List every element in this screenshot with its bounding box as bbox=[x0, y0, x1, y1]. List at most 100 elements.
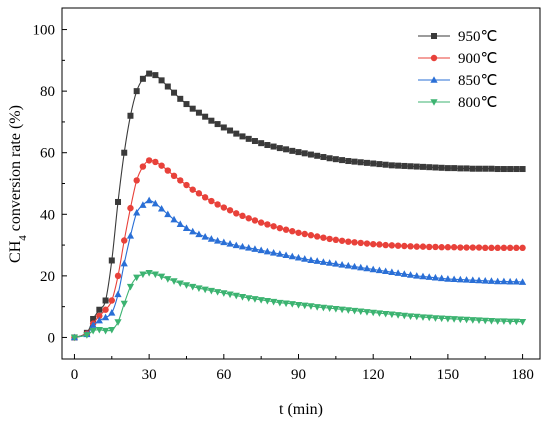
data-point bbox=[319, 304, 328, 312]
data-point bbox=[270, 223, 277, 230]
data-point bbox=[469, 317, 477, 324]
data-point bbox=[475, 276, 483, 284]
data-point bbox=[444, 275, 452, 282]
x-tick-label: 90 bbox=[291, 367, 306, 383]
x-tick-label: 30 bbox=[142, 367, 157, 383]
data-point bbox=[444, 315, 452, 323]
data-point bbox=[401, 242, 408, 250]
data-point bbox=[170, 172, 178, 180]
data-point bbox=[425, 314, 433, 322]
data-point bbox=[469, 244, 476, 251]
data-point bbox=[395, 162, 402, 169]
data-point bbox=[332, 260, 340, 267]
data-point bbox=[294, 253, 303, 261]
data-point bbox=[419, 163, 426, 170]
data-point bbox=[500, 318, 508, 325]
data-point bbox=[307, 303, 315, 310]
data-point bbox=[139, 201, 147, 208]
data-point bbox=[90, 315, 97, 322]
data-point bbox=[201, 194, 209, 201]
data-point bbox=[263, 247, 271, 255]
data-point bbox=[388, 311, 396, 319]
data-point bbox=[313, 233, 321, 240]
data-point bbox=[289, 228, 296, 235]
data-point bbox=[214, 201, 221, 208]
data-point bbox=[126, 283, 135, 291]
data-point bbox=[369, 309, 377, 317]
y-tick-label: 0 bbox=[48, 330, 56, 346]
data-point bbox=[500, 166, 507, 173]
legend-marker bbox=[430, 76, 438, 83]
data-point bbox=[288, 301, 296, 308]
data-point bbox=[450, 275, 458, 283]
data-point bbox=[189, 227, 197, 235]
y-tick-label: 40 bbox=[40, 207, 55, 223]
data-point bbox=[288, 252, 296, 260]
legend-marker bbox=[430, 54, 438, 62]
data-point bbox=[382, 161, 389, 168]
data-point bbox=[208, 117, 215, 124]
data-point bbox=[345, 158, 352, 165]
data-point bbox=[195, 230, 203, 238]
x-tick-label: 120 bbox=[362, 367, 385, 383]
data-point bbox=[114, 319, 122, 326]
data-point bbox=[438, 274, 446, 282]
data-point bbox=[146, 70, 153, 77]
data-point bbox=[506, 318, 514, 326]
data-point bbox=[462, 316, 471, 324]
data-point bbox=[382, 310, 390, 318]
data-point bbox=[127, 204, 134, 212]
data-point bbox=[407, 243, 414, 250]
y-tick-label: 100 bbox=[33, 23, 56, 39]
legend: 950℃ 900℃ 850℃ 800℃ bbox=[418, 29, 497, 111]
data-point bbox=[519, 166, 526, 173]
y-axis-title: CH4 conversion rate (%) bbox=[7, 105, 29, 263]
data-point bbox=[444, 244, 452, 251]
data-point bbox=[301, 150, 308, 157]
data-point bbox=[476, 165, 483, 172]
data-point bbox=[139, 163, 147, 170]
data-point bbox=[108, 309, 116, 316]
data-point bbox=[494, 318, 502, 325]
data-point bbox=[338, 237, 346, 244]
legend-marker bbox=[431, 33, 437, 39]
data-point bbox=[127, 112, 134, 119]
data-point bbox=[350, 307, 359, 315]
data-point bbox=[444, 165, 451, 172]
data-point bbox=[400, 312, 408, 320]
data-point bbox=[512, 277, 520, 285]
data-point bbox=[462, 276, 471, 283]
data-point bbox=[257, 297, 265, 304]
data-point bbox=[339, 157, 346, 164]
data-point bbox=[332, 236, 340, 244]
data-point bbox=[413, 163, 420, 170]
data-point bbox=[432, 243, 439, 251]
data-point bbox=[382, 241, 389, 249]
data-point bbox=[207, 235, 215, 242]
data-point bbox=[488, 244, 495, 252]
x-tick-label: 0 bbox=[71, 367, 79, 383]
data-point bbox=[208, 197, 215, 205]
data-point bbox=[189, 105, 196, 112]
data-point bbox=[295, 149, 302, 156]
data-point bbox=[176, 280, 184, 288]
legend-item-2: 900℃ bbox=[418, 51, 497, 67]
x-axis-title: t (min) bbox=[279, 401, 323, 418]
data-point bbox=[283, 146, 290, 153]
data-point bbox=[115, 198, 122, 205]
data-point bbox=[70, 334, 79, 342]
data-point bbox=[238, 294, 247, 301]
data-point bbox=[158, 77, 165, 84]
data-point bbox=[170, 278, 178, 285]
data-point bbox=[332, 156, 339, 163]
data-point bbox=[164, 167, 172, 174]
data-point bbox=[139, 271, 147, 279]
y-axis-title-subscript: 4 bbox=[17, 235, 29, 241]
data-point bbox=[363, 240, 371, 247]
data-point bbox=[487, 277, 496, 284]
data-point bbox=[121, 237, 128, 244]
data-point bbox=[270, 248, 278, 256]
series-2 bbox=[71, 157, 526, 341]
data-point bbox=[394, 269, 402, 276]
data-point bbox=[500, 277, 508, 285]
